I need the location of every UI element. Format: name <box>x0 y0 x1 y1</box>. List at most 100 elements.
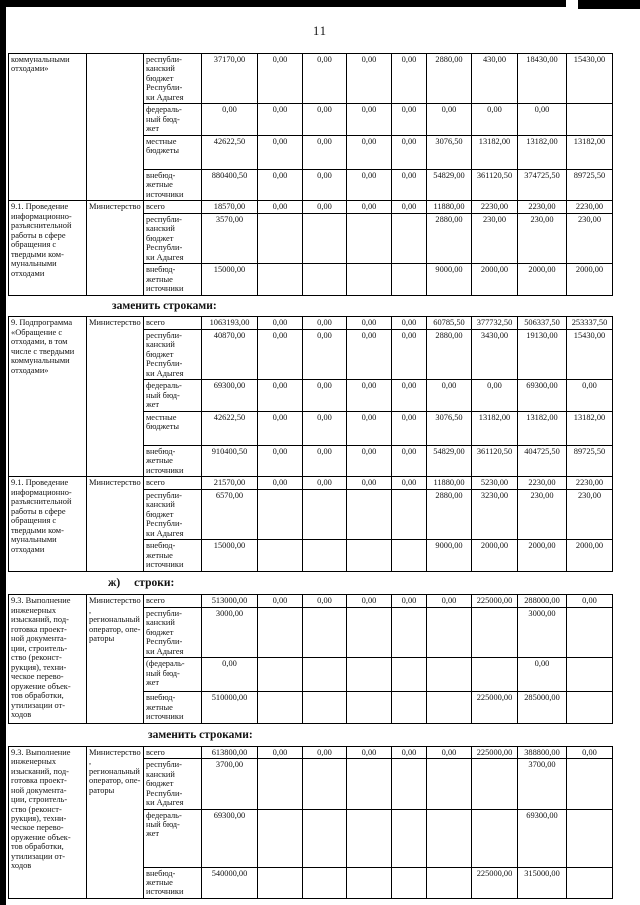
value-cell: 0,00 <box>302 103 347 136</box>
executor-cell: Министерство <box>86 200 144 296</box>
value-cell: 2000,00 <box>471 539 518 572</box>
value-cell: 230,00 <box>517 488 567 541</box>
value-cell: 0,00 <box>346 52 392 105</box>
budget-source-cell: внебюд- жетные источники <box>143 444 202 478</box>
executor-cell <box>86 52 144 202</box>
value-cell <box>346 808 392 868</box>
value-cell: 613800,00 <box>201 745 258 760</box>
table-row: (федераль- ный бюд- жет 0,00 0,00 <box>9 657 613 693</box>
value-cell: 0,00 <box>257 444 303 478</box>
value-cell: 0,00 <box>566 379 613 412</box>
value-cell: 0,00 <box>566 594 613 608</box>
executor-cell: Министерство, региональный оператор, опе… <box>86 594 144 724</box>
value-cell <box>346 657 392 693</box>
item-name-cell: коммунальными отходами» <box>8 52 87 202</box>
budget-source-cell: всего <box>143 316 202 330</box>
item-name-cell: 9.1. Проведение информационно- разъяснит… <box>8 200 87 296</box>
value-cell: 0,00 <box>346 316 392 330</box>
value-cell: 0,00 <box>346 200 392 214</box>
value-cell: 510000,00 <box>201 691 258 724</box>
budget-source-cell: внебюд- жетные источники <box>143 263 202 296</box>
value-cell: 377732,50 <box>471 316 518 330</box>
value-cell <box>391 866 427 899</box>
value-cell: 0,00 <box>302 745 347 760</box>
value-cell <box>302 606 347 659</box>
value-cell: 54829,00 <box>426 444 472 478</box>
value-cell: 0,00 <box>257 328 303 381</box>
budget-source-cell: внебюд- жетные источники <box>143 866 202 899</box>
value-cell: 0,00 <box>391 444 427 478</box>
value-cell: 0,00 <box>257 745 303 760</box>
value-cell <box>391 539 427 572</box>
value-cell: 2000,00 <box>566 263 613 296</box>
item-name-cell: 9. Подпрограмма «Обращение с отходами, в… <box>8 316 87 478</box>
value-cell: 0,00 <box>302 134 347 170</box>
value-cell: 0,00 <box>391 476 427 490</box>
value-cell: 3700,00 <box>517 758 567 810</box>
value-cell <box>471 758 518 810</box>
value-cell <box>471 657 518 693</box>
value-cell: 40870,00 <box>201 328 258 381</box>
value-cell: 0,00 <box>346 594 392 608</box>
value-cell <box>391 808 427 868</box>
scan-edge-left <box>0 0 6 905</box>
value-cell <box>426 808 472 868</box>
value-cell: 0,00 <box>302 168 347 202</box>
value-cell: 0,00 <box>346 476 392 490</box>
value-cell <box>302 866 347 899</box>
budget-source-cell: всего <box>143 745 202 760</box>
value-cell <box>566 606 613 659</box>
value-cell <box>391 488 427 541</box>
value-cell <box>471 808 518 868</box>
page-number: 11 <box>312 24 328 38</box>
value-cell: 0,00 <box>391 52 427 105</box>
value-cell <box>257 606 303 659</box>
value-cell: 0,00 <box>391 594 427 608</box>
value-cell <box>426 606 472 659</box>
value-cell: 0,00 <box>257 379 303 412</box>
budget-source-cell: всего <box>143 594 202 608</box>
value-cell <box>391 263 427 296</box>
value-cell: 0,00 <box>257 316 303 330</box>
value-cell: 2000,00 <box>471 263 518 296</box>
value-cell <box>346 758 392 810</box>
value-cell: 315000,00 <box>517 866 567 899</box>
value-cell: 3000,00 <box>517 606 567 659</box>
value-cell: 0,00 <box>517 103 567 136</box>
value-cell: 0,00 <box>302 444 347 478</box>
value-cell: 2880,00 <box>426 328 472 381</box>
budget-source-cell: республи- канский бюджет Республи- ки Ад… <box>143 606 202 659</box>
value-cell: 230,00 <box>566 488 613 541</box>
item-name-cell: 9.1. Проведение информационно- разъяснит… <box>8 476 87 572</box>
table-row: 9.3. Выполнение инженерных изысканий, по… <box>8 594 613 724</box>
value-cell <box>346 866 392 899</box>
value-cell: 0,00 <box>391 316 427 330</box>
budget-source-cell: местные бюджеты <box>143 134 202 170</box>
value-cell: 11880,00 <box>426 200 472 214</box>
value-cell: 430,00 <box>471 52 518 105</box>
value-cell: 69300,00 <box>201 379 258 412</box>
value-cell: 3076,50 <box>426 410 472 446</box>
value-cell <box>566 866 613 899</box>
value-cell: 253337,50 <box>566 316 613 330</box>
budget-table-replacement-1: 9. Подпрограмма «Обращение с отходами, в… <box>8 316 613 572</box>
value-cell: 19130,00 <box>517 328 567 381</box>
value-cell: 0,00 <box>257 134 303 170</box>
value-cell: 0,00 <box>302 379 347 412</box>
value-cell: 89725,50 <box>566 444 613 478</box>
value-cell <box>257 808 303 868</box>
value-cell: 0,00 <box>426 379 472 412</box>
value-cell: 1063193,00 <box>201 316 258 330</box>
value-cell <box>391 758 427 810</box>
value-cell: 285000,00 <box>517 691 567 724</box>
table-row: республи- канский бюджет Республи- ки Ад… <box>9 488 613 541</box>
budget-source-cell: республи- канский бюджет Республи- ки Ад… <box>143 52 202 105</box>
value-cell <box>566 758 613 810</box>
value-cell: 0,00 <box>257 594 303 608</box>
table-row: республи- канский бюджет Республи- ки Ад… <box>9 212 613 265</box>
value-cell <box>302 657 347 693</box>
value-cell: 506337,50 <box>517 316 567 330</box>
value-cell: 0,00 <box>391 328 427 381</box>
value-cell: 225000,00 <box>471 866 518 899</box>
value-cell <box>257 212 303 265</box>
